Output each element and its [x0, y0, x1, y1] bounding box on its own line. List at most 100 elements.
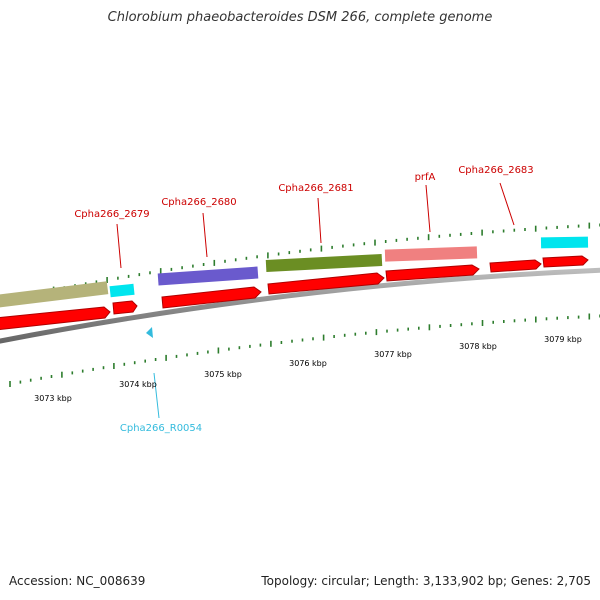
tick-mark — [202, 263, 205, 266]
tick-mark — [588, 222, 591, 229]
tick-mark — [309, 248, 312, 252]
scale-label: 3079 kbp — [544, 335, 582, 344]
tick-mark — [407, 327, 409, 331]
tick-mark — [117, 276, 119, 280]
tick-mark — [481, 229, 483, 236]
cds-arrow-4[interactable] — [267, 272, 385, 295]
tick-mark — [228, 347, 230, 351]
tick-mark — [524, 228, 526, 231]
tick-mark — [524, 318, 526, 322]
tick-mark — [29, 378, 32, 382]
tick-mark — [84, 282, 87, 286]
tick-mark — [418, 326, 420, 330]
tick-mark — [342, 244, 344, 248]
gene-label[interactable]: Cpha266_2681 — [278, 183, 353, 194]
tick-mark — [352, 243, 355, 247]
khaki-block[interactable] — [0, 281, 109, 308]
tick-mark — [170, 267, 173, 271]
tick-mark — [40, 376, 42, 380]
tick-mark — [299, 249, 301, 253]
tick-mark — [165, 354, 167, 361]
tick-mark — [291, 339, 293, 343]
tick-mark — [449, 324, 452, 327]
tick-mark — [331, 245, 333, 249]
tick-mark — [196, 351, 199, 355]
tick-mark — [149, 271, 151, 275]
scale-label: 3075 kbp — [204, 370, 242, 379]
rna-marker[interactable] — [146, 327, 153, 338]
tick-mark — [238, 346, 241, 350]
gene-labels: Cpha266_2679 Cpha266_2680 Cpha266_2681 p… — [74, 165, 533, 434]
cds-arrow-7[interactable] — [542, 255, 589, 268]
tick-mark — [460, 323, 463, 327]
tick-mark — [133, 361, 136, 365]
tick-mark — [354, 332, 357, 336]
tick-mark — [567, 316, 569, 320]
tick-mark — [270, 340, 272, 347]
tick-mark — [363, 242, 366, 246]
purple-block[interactable] — [157, 266, 259, 286]
tick-mark — [459, 232, 462, 236]
tick-mark — [471, 322, 473, 326]
tick-mark — [213, 259, 216, 266]
pink-block[interactable] — [384, 246, 478, 262]
map-title: Chlorobium phaeobacteroides DSM 266, com… — [107, 10, 493, 25]
cyan-block-1[interactable] — [109, 283, 135, 298]
tick-mark — [384, 240, 387, 243]
tick-mark — [545, 226, 548, 230]
tick-mark — [312, 337, 314, 341]
tick-mark — [19, 380, 22, 384]
tick-mark — [127, 274, 130, 278]
scale-label: 3074 kbp — [119, 380, 157, 389]
tick-mark — [470, 232, 473, 235]
tick-mark — [535, 316, 537, 323]
tick-mark — [588, 313, 591, 320]
accession-text: Accession: NC_008639 — [9, 574, 146, 588]
tick-mark — [192, 264, 194, 268]
tick-mark — [50, 375, 53, 378]
topology-text: Topology: circular; Length: 3,133,902 bp… — [261, 574, 591, 588]
tick-mark — [154, 358, 157, 361]
tick-mark — [288, 251, 291, 255]
gene-label[interactable]: prfA — [415, 172, 436, 183]
tick-mark — [217, 347, 220, 354]
cds-arrow-1[interactable] — [0, 306, 111, 330]
gene-label[interactable]: Cpha266_2679 — [74, 209, 149, 220]
cds-arrow-3[interactable] — [161, 286, 262, 309]
inner-tick-track — [9, 313, 600, 387]
tick-mark — [175, 354, 178, 358]
tick-mark — [365, 331, 367, 335]
tick-mark — [249, 344, 251, 348]
tick-mark — [343, 333, 346, 337]
tick-mark — [439, 324, 441, 328]
tick-mark — [449, 233, 451, 237]
tick-mark — [256, 255, 258, 259]
tick-mark — [277, 252, 280, 256]
tick-mark — [245, 256, 248, 260]
cyan-block-2[interactable] — [540, 236, 589, 249]
tick-mark — [406, 237, 408, 241]
tick-mark — [71, 371, 74, 375]
tick-mark — [9, 381, 11, 387]
tick-mark — [503, 320, 505, 323]
tick-mark — [159, 268, 162, 275]
genome-backbone — [0, 267, 600, 344]
scale-labels: 3073 kbp 3074 kbp 3075 kbp 3076 kbp 3077… — [34, 335, 582, 403]
tick-mark — [333, 335, 335, 338]
green-block[interactable] — [265, 253, 383, 273]
scale-label: 3078 kbp — [459, 342, 497, 351]
gene-label[interactable]: Cpha266_2683 — [458, 165, 533, 176]
gene-label[interactable]: Cpha266_R0054 — [120, 423, 202, 434]
feature-track — [0, 236, 589, 308]
tick-mark — [567, 225, 569, 229]
gene-label[interactable]: Cpha266_2680 — [161, 197, 236, 208]
cds-arrow-6[interactable] — [489, 259, 542, 273]
cds-arrow-2[interactable] — [112, 300, 138, 315]
tick-mark — [234, 258, 237, 262]
tick-mark — [92, 367, 94, 371]
tick-mark — [545, 317, 548, 321]
tick-mark — [492, 320, 494, 324]
tick-mark — [144, 359, 146, 363]
cds-arrow-5[interactable] — [385, 264, 480, 282]
